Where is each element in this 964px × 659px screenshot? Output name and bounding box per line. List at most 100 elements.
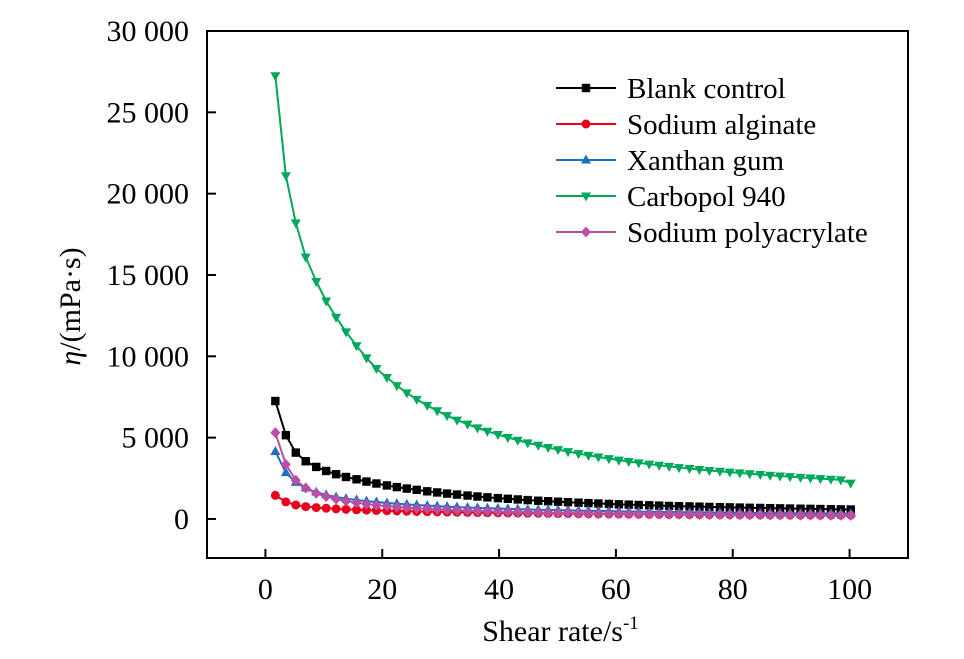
data-point [522, 439, 533, 449]
data-point [714, 509, 725, 521]
data-point [684, 465, 695, 475]
data-point [593, 507, 604, 519]
data-point [472, 505, 483, 517]
legend-label: Blank control [627, 73, 786, 105]
data-point [744, 470, 755, 480]
data-point [744, 509, 755, 521]
data-point [502, 433, 513, 443]
data-point [391, 501, 402, 513]
data-point [534, 496, 543, 505]
data-point [714, 467, 725, 477]
data-point [584, 498, 593, 508]
data-point [563, 448, 574, 458]
data-point [352, 475, 361, 484]
data-point [321, 466, 331, 476]
data-point [341, 472, 351, 482]
data-point [442, 412, 453, 422]
data-point [805, 474, 816, 484]
data-point [694, 466, 705, 476]
data-point [654, 501, 664, 510]
data-point [351, 497, 362, 509]
data-point [281, 430, 291, 440]
y-tick-label: 30 000 [107, 15, 190, 48]
data-point [391, 382, 402, 392]
data-point [784, 473, 795, 483]
x-tick-label: 20 [367, 573, 397, 606]
data-point [311, 277, 322, 287]
data-point [613, 456, 624, 466]
y-axis-ticks: 0 5 000 10 000 15 000 20 000 25 000 30 000 [107, 15, 216, 536]
data-point [482, 427, 493, 437]
data-point [463, 491, 472, 500]
data-point [473, 492, 482, 501]
legend-marker [581, 226, 591, 238]
data-point [815, 475, 826, 485]
data-point [623, 508, 634, 520]
legend-label: Carbopol 940 [627, 181, 786, 213]
series-carbopol-940 [270, 72, 856, 489]
data-point [321, 503, 331, 513]
data-point [411, 502, 422, 514]
data-point [724, 468, 735, 478]
data-point [845, 509, 856, 521]
legend-item: Carbopol 940 [556, 181, 786, 213]
data-point [654, 508, 665, 520]
data-point [402, 484, 411, 493]
data-point [825, 475, 836, 485]
series-line [274, 432, 851, 517]
y-tick-label: 25 000 [107, 96, 190, 129]
data-point [674, 501, 684, 511]
data-point [765, 509, 776, 521]
data-point [381, 373, 392, 383]
data-point [280, 172, 291, 182]
x-tick-label: 80 [718, 573, 748, 606]
data-point [422, 503, 433, 515]
data-point [392, 482, 402, 492]
y-axis-label-text: /(mPa·s) [54, 247, 87, 350]
data-point [684, 508, 695, 520]
plot-frame [206, 30, 909, 559]
data-point [432, 407, 443, 417]
data-point [512, 506, 523, 518]
data-point [311, 487, 322, 499]
data-point [371, 365, 382, 375]
legend-item: Sodium polyacrylate [556, 217, 868, 249]
data-point [361, 498, 372, 510]
data-point [563, 498, 573, 507]
data-point [633, 508, 644, 520]
data-point [523, 495, 532, 505]
data-point [644, 460, 655, 470]
data-point [573, 507, 584, 519]
data-point [573, 450, 584, 460]
data-point [300, 253, 311, 263]
data-point [734, 469, 745, 479]
data-point [815, 509, 826, 521]
data-point [512, 436, 523, 446]
data-point [724, 509, 735, 521]
data-point [442, 504, 453, 516]
data-point [553, 507, 564, 519]
data-point [280, 467, 291, 477]
y-tick-label: 20 000 [107, 178, 190, 211]
data-point [492, 431, 503, 441]
data-point [372, 479, 381, 488]
series-sodium-polyacrylate [270, 427, 856, 521]
data-point [462, 420, 473, 430]
data-point [645, 501, 654, 510]
data-point [522, 506, 533, 518]
data-point [674, 464, 685, 474]
data-point [603, 508, 614, 520]
y-tick-label: 15 000 [107, 259, 190, 292]
data-point [331, 313, 342, 323]
data-point [331, 470, 341, 479]
legend-marker [581, 154, 591, 164]
data-point [371, 499, 382, 511]
data-point [664, 462, 675, 472]
data-point [543, 497, 553, 506]
data-point [331, 504, 341, 514]
data-point [411, 395, 422, 405]
x-tick-label: 60 [601, 573, 631, 606]
data-point [280, 458, 291, 470]
x-tick-label: 100 [827, 573, 872, 606]
data-point [533, 507, 544, 519]
